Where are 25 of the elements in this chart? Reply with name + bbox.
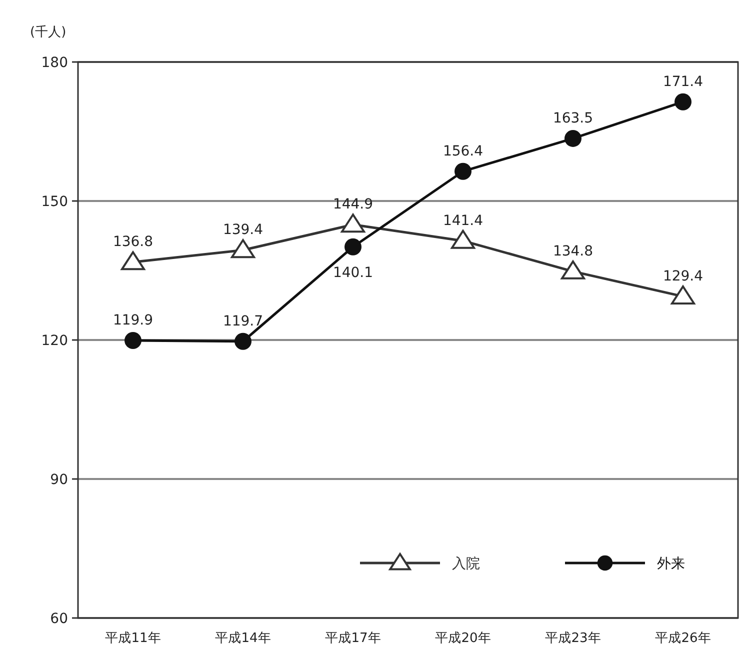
x-tick-label: 平成14年	[215, 631, 271, 646]
data-label: 129.4	[662, 268, 704, 284]
data-label: 171.4	[662, 74, 704, 90]
data-label: 119.7	[222, 313, 264, 330]
x-tick-label: 平成20年	[435, 631, 491, 646]
data-label: 163.5	[552, 110, 594, 126]
y-tick-label: 60	[50, 611, 68, 627]
data-label: 141.4	[442, 212, 484, 229]
data-label: 140.1	[332, 264, 374, 281]
legend: 入院 外来	[360, 552, 685, 572]
data-label: 156.4	[442, 143, 484, 160]
data-label: 119.9	[112, 312, 154, 328]
data-label: 139.4	[222, 222, 264, 238]
y-tick-label: 120	[41, 333, 68, 349]
data-label: 144.9	[332, 196, 374, 213]
data-label: 136.8	[112, 234, 154, 250]
x-tick-label: 平成11年	[105, 631, 161, 646]
x-tick-label: 平成17年	[325, 631, 381, 646]
y-tick-label: 180	[41, 55, 68, 71]
data-label: 134.8	[552, 243, 594, 260]
y-axis-title: (千人)	[30, 25, 66, 40]
y-tick-label: 150	[41, 194, 68, 210]
y-tick-label: 90	[50, 472, 68, 488]
x-tick-label: 平成26年	[655, 631, 711, 646]
x-tick-label: 平成23年	[545, 631, 601, 646]
